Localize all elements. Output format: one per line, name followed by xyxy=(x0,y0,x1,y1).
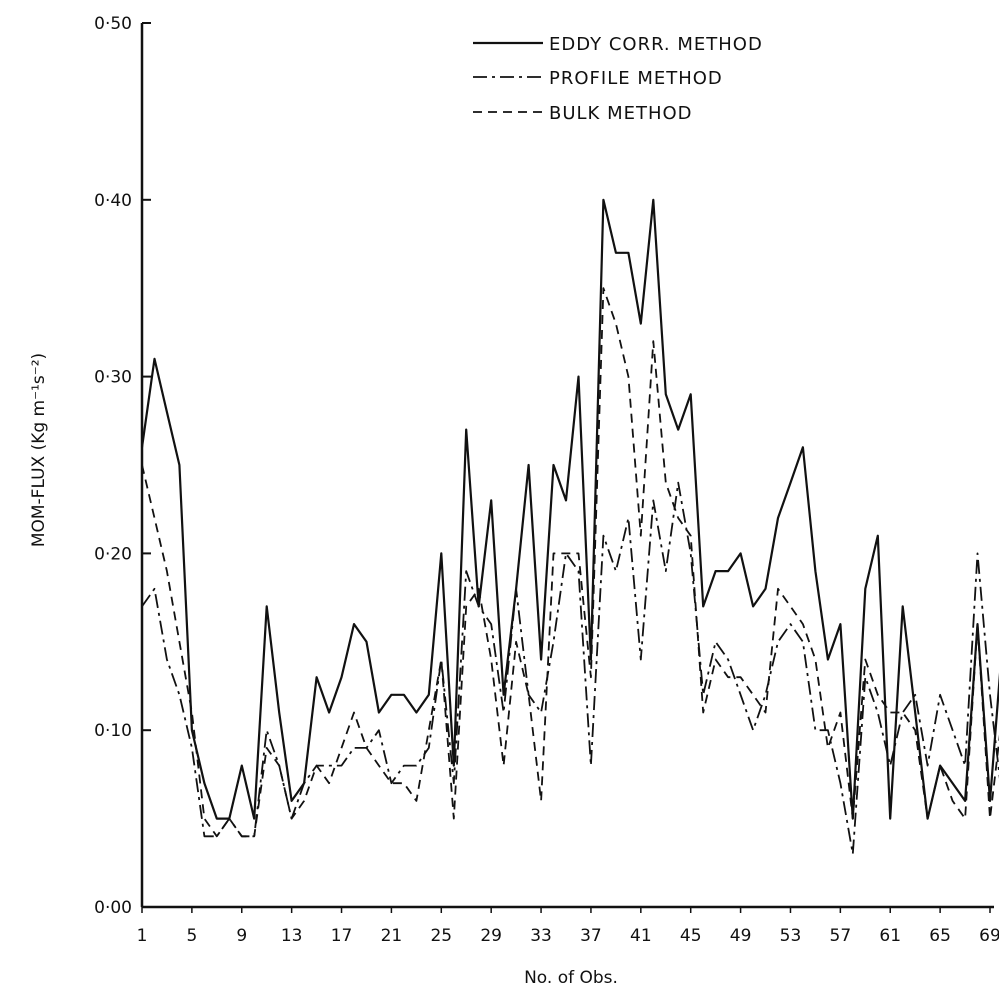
legend-label: EDDY CORR. METHOD xyxy=(549,34,763,55)
series-line-bulk-method xyxy=(141,287,999,838)
series-line-profile-method xyxy=(141,481,999,855)
x-tick-label: 37 xyxy=(580,926,602,946)
x-tick-label: 61 xyxy=(879,926,901,946)
x-tick-label: 5 xyxy=(186,926,197,946)
y-axis-title: MOM-FLUX (Kg m⁻¹s⁻²) xyxy=(29,353,49,547)
x-tick-label: 13 xyxy=(281,926,303,946)
x-tick-label: 17 xyxy=(331,926,353,946)
y-tick-label: 0·40 xyxy=(94,191,132,211)
axes xyxy=(140,23,994,909)
y-tick-label: 0·50 xyxy=(94,14,132,34)
x-tick-label: 69 xyxy=(979,926,999,946)
y-tick-label: 0·00 xyxy=(94,898,132,918)
x-tick-label: 29 xyxy=(480,926,502,946)
legend-label: BULK METHOD xyxy=(549,103,693,124)
x-tick-label: 25 xyxy=(430,926,452,946)
y-tick-label: 0·10 xyxy=(94,721,132,741)
x-tick-label: 33 xyxy=(530,926,552,946)
legend-label: PROFILE METHOD xyxy=(549,68,723,89)
x-tick-label: 9 xyxy=(236,926,247,946)
x-tick-label: 1 xyxy=(137,926,148,946)
series-line-eddy-corr-method xyxy=(140,198,999,820)
y-tick-label: 0·30 xyxy=(94,368,132,388)
x-axis-ticks: 1 5 9 13 17 21 25 29 33 37 41 45 49 53 57 61 65 69 xyxy=(137,907,999,946)
x-tick-label: 49 xyxy=(730,926,752,946)
series-layer xyxy=(140,198,999,855)
x-axis-title: No. of Obs. xyxy=(524,968,618,988)
x-tick-label: 53 xyxy=(780,926,802,946)
x-tick-label: 65 xyxy=(929,926,951,946)
x-tick-label: 21 xyxy=(381,926,403,946)
legend: EDDY CORR. METHOD PROFILE METHOD BULK METH… xyxy=(473,34,763,124)
y-tick-label: 0·20 xyxy=(94,544,132,564)
x-tick-label: 57 xyxy=(830,926,852,946)
x-tick-label: 41 xyxy=(630,926,652,946)
y-axis-ticks: 0·00 0·10 0·20 0·30 0·40 0·50 xyxy=(94,14,151,918)
x-tick-label: 45 xyxy=(680,926,702,946)
